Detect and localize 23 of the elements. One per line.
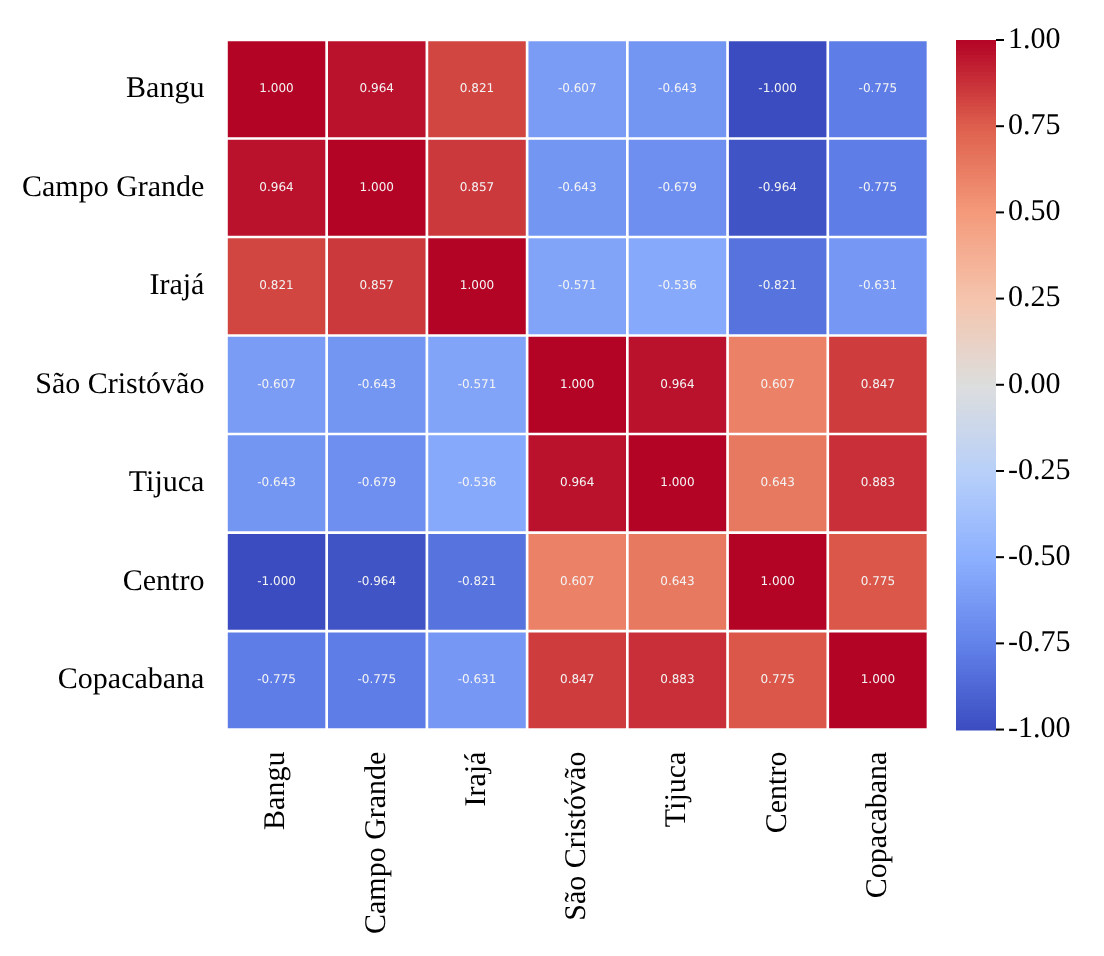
y-tick-label: Irajá: [149, 270, 206, 303]
x-tick-label: Copacabana: [861, 750, 894, 899]
color-bar-label: 0.25: [1008, 282, 1061, 315]
color-bar-label: 0.50: [1008, 196, 1061, 229]
y-tick-label: Bangu: [126, 73, 206, 106]
x-tick-label: Centro: [761, 751, 794, 834]
x-tick-label: Tijuca: [661, 750, 694, 828]
y-tick-label: Centro: [122, 565, 205, 598]
color-bar-label: -0.50: [1008, 541, 1071, 574]
x-tick-label: Irajá: [460, 750, 493, 807]
color-bar-label: -0.75: [1008, 627, 1071, 660]
color-bar-label: 0.00: [1008, 368, 1061, 401]
x-tick-label: Campo Grande: [360, 750, 393, 935]
y-tick-label: Tijuca: [128, 467, 206, 500]
x-tick-label: Bangu: [260, 750, 293, 830]
y-tick-label: Copacabana: [57, 664, 206, 697]
color-bar-label: 0.75: [1008, 110, 1061, 143]
y-tick-label: São Cristóvão: [35, 368, 205, 401]
x-tick-label: São Cristóvão: [561, 751, 594, 921]
color-bar-label: -1.00: [1008, 713, 1071, 746]
color-bar-label: 1.00: [1008, 23, 1061, 56]
color-bar-label: -0.25: [1008, 454, 1071, 487]
y-tick-label: Campo Grande: [21, 171, 206, 204]
